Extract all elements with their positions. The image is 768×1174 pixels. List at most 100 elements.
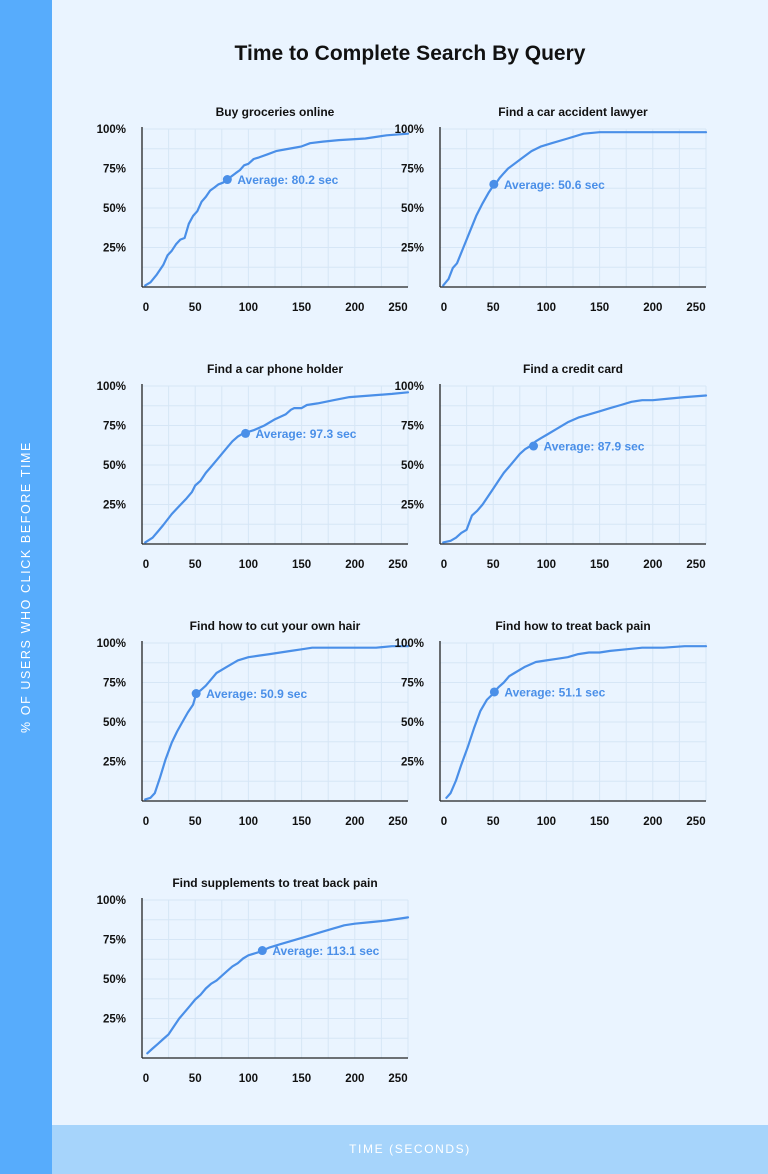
y-tick-label: 50% <box>401 717 424 729</box>
x-tick-label: 200 <box>643 302 662 314</box>
chart-panel-3: Find a car phone holder 25% 50% 75% 100% 0 50 1… <box>97 362 410 571</box>
x-tick-label: 250 <box>388 559 407 571</box>
chart-title: Buy groceries online <box>216 105 335 119</box>
average-point <box>489 687 499 697</box>
chart-title: Find a credit card <box>523 362 623 376</box>
x-tick-label: 150 <box>590 559 609 571</box>
average-point <box>241 428 251 438</box>
series-line <box>445 645 708 799</box>
y-tick-label: 25% <box>103 757 126 769</box>
x-tick-label: 100 <box>239 816 258 828</box>
x-tick-label: 0 <box>143 559 149 571</box>
charts-canvas: Buy groceries online 25% 50% 75% 100% 0 50 100 1… <box>97 105 708 1085</box>
x-tick-label: 150 <box>292 1073 311 1085</box>
y-tick-label: 100% <box>395 124 424 136</box>
x-tick-label: 150 <box>292 559 311 571</box>
page-title: Time to Complete Search By Query <box>234 42 586 65</box>
chart-title: Find a car accident lawyer <box>498 105 648 119</box>
chart-panel-5: Find how to cut your own hair 25% 50% 75% 10… <box>97 619 410 828</box>
y-tick-label: 100% <box>97 124 126 136</box>
x-tick-label: 0 <box>143 1073 149 1085</box>
x-tick-label: 0 <box>143 816 149 828</box>
y-tick-label: 100% <box>97 895 126 907</box>
average-label: Average: 50.6 sec <box>504 178 605 192</box>
y-tick-label: 75% <box>103 164 126 176</box>
chart-panel-1: Buy groceries online 25% 50% 75% 100% 0 50 100 1… <box>97 105 410 314</box>
y-tick-label: 25% <box>401 500 424 512</box>
y-tick-label: 75% <box>103 935 126 947</box>
x-tick-label: 200 <box>345 302 364 314</box>
y-tick-label: 75% <box>103 678 126 690</box>
x-tick-label: 100 <box>537 302 556 314</box>
series-line <box>144 132 410 287</box>
x-tick-label: 50 <box>189 1073 202 1085</box>
x-tick-label: 0 <box>143 302 149 314</box>
average-label: Average: 51.1 sec <box>504 685 605 699</box>
x-tick-label: 0 <box>441 816 447 828</box>
series-line <box>144 645 410 801</box>
average-label: Average: 97.3 sec <box>256 427 357 441</box>
series-line <box>442 394 708 544</box>
chart-title: Find supplements to treat back pain <box>172 876 377 890</box>
y-tick-label: 75% <box>103 421 126 433</box>
x-tick-label: 150 <box>292 302 311 314</box>
y-tick-label: 75% <box>401 678 424 690</box>
x-tick-label: 0 <box>441 302 447 314</box>
y-tick-label: 75% <box>401 164 424 176</box>
x-tick-label: 250 <box>388 302 407 314</box>
x-tick-label: 50 <box>189 816 202 828</box>
chart-title: Find how to treat back pain <box>495 619 650 633</box>
y-tick-label: 50% <box>103 974 126 986</box>
x-tick-label: 150 <box>590 816 609 828</box>
average-label: Average: 113.1 sec <box>272 944 379 958</box>
chart-panel-2: Find a car accident lawyer 25% 50% 75% 100% 0… <box>395 105 708 314</box>
x-tick-label: 250 <box>686 559 705 571</box>
chart-panel-4: Find a credit card 25% 50% 75% 100% 0 50 100 150… <box>395 362 708 571</box>
x-tick-label: 250 <box>388 816 407 828</box>
average-point <box>191 689 201 699</box>
x-tick-label: 0 <box>441 559 447 571</box>
series-line <box>442 131 708 287</box>
x-axis-band: Time (seconds) <box>52 1125 768 1174</box>
average-point <box>257 946 267 956</box>
x-tick-label: 250 <box>686 816 705 828</box>
chart-panel-6: Find how to treat back pain 25% 50% 75% 100%… <box>395 619 708 828</box>
average-point <box>529 441 539 451</box>
y-tick-label: 25% <box>103 500 126 512</box>
x-tick-label: 100 <box>537 816 556 828</box>
x-tick-label: 200 <box>643 559 662 571</box>
x-tick-label: 100 <box>239 559 258 571</box>
series-line <box>146 916 410 1055</box>
y-tick-label: 50% <box>103 460 126 472</box>
x-tick-label: 250 <box>388 1073 407 1085</box>
y-tick-label: 100% <box>395 381 424 393</box>
x-tick-label: 50 <box>487 302 500 314</box>
series-line <box>144 391 410 544</box>
y-tick-label: 25% <box>401 243 424 255</box>
y-tick-label: 50% <box>103 717 126 729</box>
x-tick-label: 250 <box>686 302 705 314</box>
x-tick-label: 200 <box>345 816 364 828</box>
y-tick-label: 50% <box>103 203 126 215</box>
x-tick-label: 50 <box>487 559 500 571</box>
average-point <box>222 175 232 185</box>
x-axis-label: Time (seconds) <box>349 1142 471 1156</box>
x-tick-label: 200 <box>345 559 364 571</box>
average-label: Average: 87.9 sec <box>544 440 645 454</box>
y-tick-label: 75% <box>401 421 424 433</box>
average-label: Average: 80.2 sec <box>237 173 338 187</box>
average-label: Average: 50.9 sec <box>206 687 307 701</box>
y-tick-label: 50% <box>401 460 424 472</box>
x-tick-label: 200 <box>643 816 662 828</box>
x-tick-label: 50 <box>487 816 500 828</box>
y-tick-label: 25% <box>103 1014 126 1026</box>
y-tick-label: 100% <box>395 638 424 650</box>
x-tick-label: 50 <box>189 559 202 571</box>
chart-title: Find a car phone holder <box>207 362 343 376</box>
x-tick-label: 150 <box>292 816 311 828</box>
x-tick-label: 150 <box>590 302 609 314</box>
y-tick-label: 50% <box>401 203 424 215</box>
y-tick-label: 100% <box>97 381 126 393</box>
chart-title: Find how to cut your own hair <box>190 619 361 633</box>
